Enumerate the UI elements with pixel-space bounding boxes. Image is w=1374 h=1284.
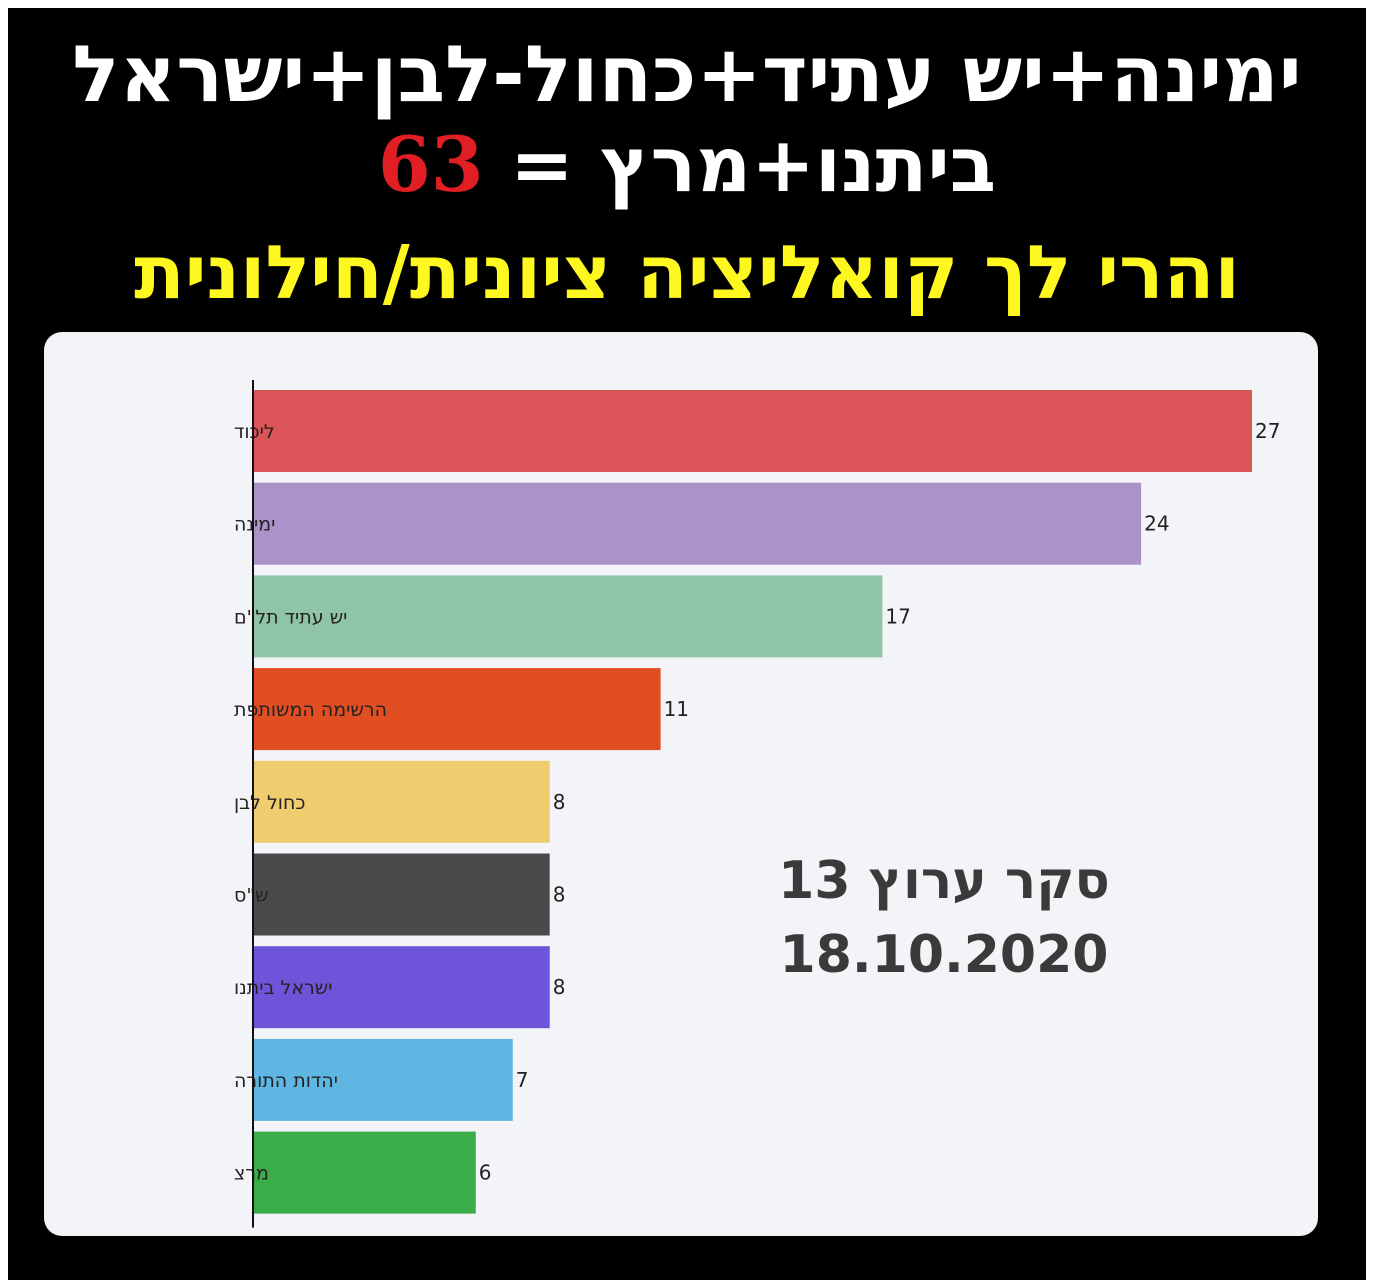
bar-7 xyxy=(254,1038,513,1121)
headline-seat-total: 63 xyxy=(377,120,484,209)
bar-5 xyxy=(254,853,550,936)
category-label: מרצ xyxy=(234,1163,269,1185)
value-label: 8 xyxy=(553,790,566,814)
value-label: 8 xyxy=(553,975,566,999)
bar-4 xyxy=(254,760,550,843)
value-label: 6 xyxy=(479,1161,492,1185)
value-label: 8 xyxy=(553,883,566,907)
value-label: 11 xyxy=(664,697,689,721)
headline-line-3: והרי לך קואליציה ציונית/חילונית xyxy=(134,230,1240,316)
poll-source-title: סקר ערוץ 13 xyxy=(778,851,1110,911)
chart-panel: ליכוד 27 ימינה 24 יש עתיד תל"ם 17 הרשימה המשות… xyxy=(44,332,1318,1236)
value-label: 7 xyxy=(516,1068,529,1092)
value-label: 27 xyxy=(1255,419,1280,443)
category-label: יהדות התורה xyxy=(234,1070,338,1092)
poster-background: ימינה+יש עתיד+כחול-לבן+ישראל ביתנו+מרץ =… xyxy=(8,8,1366,1280)
headline-line-2: ביתנו+מרץ = 63 xyxy=(8,120,1366,209)
category-label: הרשימה המשותפת xyxy=(234,699,387,721)
category-label: ליכוד xyxy=(234,421,275,443)
bar-1 xyxy=(254,482,1142,565)
bar-3 xyxy=(254,668,661,751)
poll-source-note: סקר ערוץ 13 18.10.2020 xyxy=(684,844,1204,992)
value-label: 24 xyxy=(1144,512,1169,536)
bar-6 xyxy=(254,946,550,1029)
category-label: ישראל ביתנו xyxy=(234,977,332,999)
category-label: ש"ס xyxy=(234,885,269,907)
headline-line-1: ימינה+יש עתיד+כחול-לבן+ישראל xyxy=(72,30,1302,120)
category-label: ימינה xyxy=(234,514,275,536)
bar-chart: ליכוד 27 ימינה 24 יש עתיד תל"ם 17 הרשימה המשות… xyxy=(234,380,1280,1228)
bar-2 xyxy=(254,575,883,658)
bar-0 xyxy=(254,390,1252,472)
category-label: כחול לבן xyxy=(234,792,305,814)
bar-8 xyxy=(254,1131,476,1214)
value-label: 17 xyxy=(885,604,910,628)
headline-line-2-text: ביתנו+מרץ = xyxy=(483,120,997,209)
poll-date: 18.10.2020 xyxy=(779,925,1109,985)
category-label: יש עתיד תל"ם xyxy=(234,606,347,628)
